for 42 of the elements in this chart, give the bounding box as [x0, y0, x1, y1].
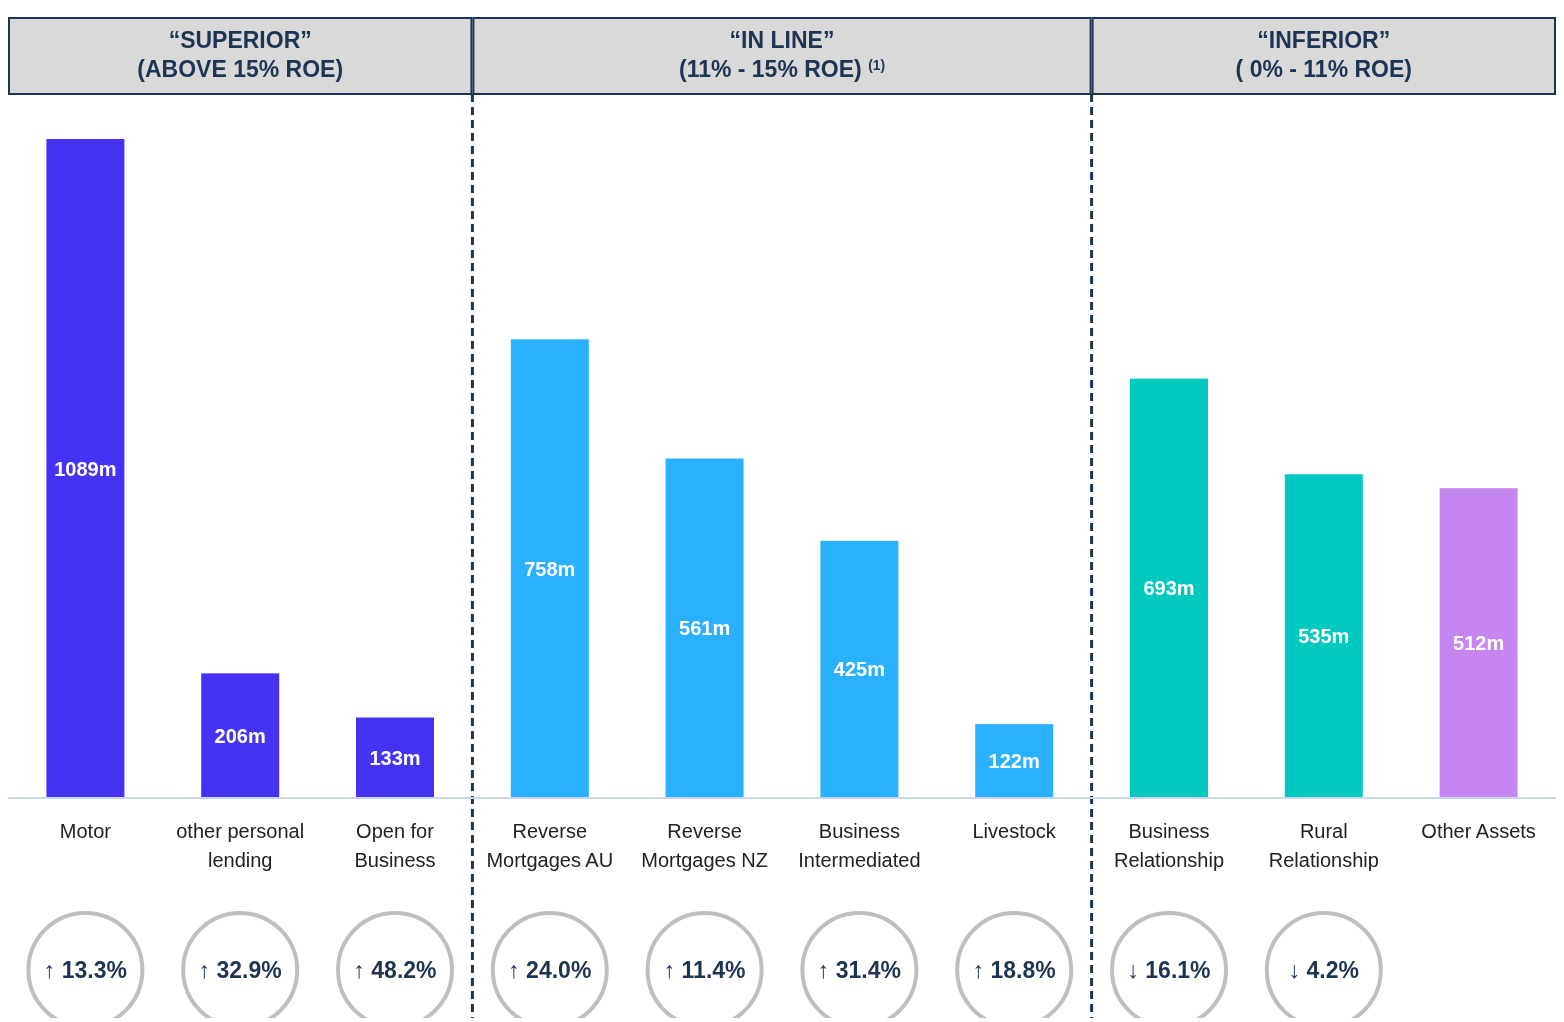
- text: “SUPERIOR” (ABOVE 15% ROE): [137, 27, 344, 82]
- text: ↑ 18.8%: [972, 957, 1056, 984]
- bar: [356, 717, 434, 798]
- text: “IN LINE” (11% - 15% ROE) $^{(1)}$: [678, 27, 886, 82]
- bar: [975, 724, 1054, 798]
- data-label: 758m: [524, 557, 576, 580]
- bar: [510, 339, 589, 798]
- x-tick-label: Other Assets: [1421, 820, 1536, 842]
- bar: [1130, 378, 1208, 798]
- text: ↑ 13.3%: [43, 957, 127, 984]
- text: ↑ 31.4%: [817, 957, 901, 984]
- data-label: 693m: [1143, 577, 1195, 600]
- data-label: 122m: [988, 750, 1040, 773]
- bar: [1439, 488, 1518, 798]
- data-label: 535m: [1298, 625, 1350, 648]
- data-label: 206m: [214, 724, 266, 747]
- data-label: 561m: [679, 617, 731, 640]
- data-label: 1089m: [54, 457, 117, 480]
- x-tick-label: Reverse Mortgages AU: [486, 820, 614, 871]
- x-tick-label: Business Relationship: [1113, 820, 1225, 871]
- data-label: 133m: [369, 746, 421, 769]
- x-tick-label: Livestock: [972, 820, 1057, 842]
- text: ↑ 48.2%: [353, 957, 437, 984]
- x-tick-label: Rural Relationship: [1268, 820, 1379, 871]
- text: ↑ 11.4%: [663, 957, 746, 984]
- bar: [201, 673, 280, 798]
- data-label: 425m: [833, 658, 885, 681]
- bar: [665, 458, 744, 798]
- data-label: 512m: [1453, 632, 1505, 655]
- x-tick-label: Motor: [59, 820, 112, 842]
- text: ↓ 16.1%: [1127, 957, 1211, 984]
- text: ↓ 4.2%: [1288, 957, 1359, 984]
- x-tick-label: Open for Business: [354, 820, 436, 871]
- text: ↑ 24.0%: [508, 957, 592, 984]
- x-tick-label: other personal lending: [176, 820, 305, 871]
- bar: [820, 540, 899, 798]
- bar: [1284, 474, 1363, 798]
- bar: [46, 139, 125, 798]
- x-tick-label: Business Intermediated: [798, 820, 921, 871]
- text: ↑ 32.9%: [198, 957, 282, 984]
- x-tick-label: Reverse Mortgages NZ: [641, 820, 768, 871]
- text: “INFERIOR” ( 0% - 11% ROE): [1235, 27, 1412, 82]
